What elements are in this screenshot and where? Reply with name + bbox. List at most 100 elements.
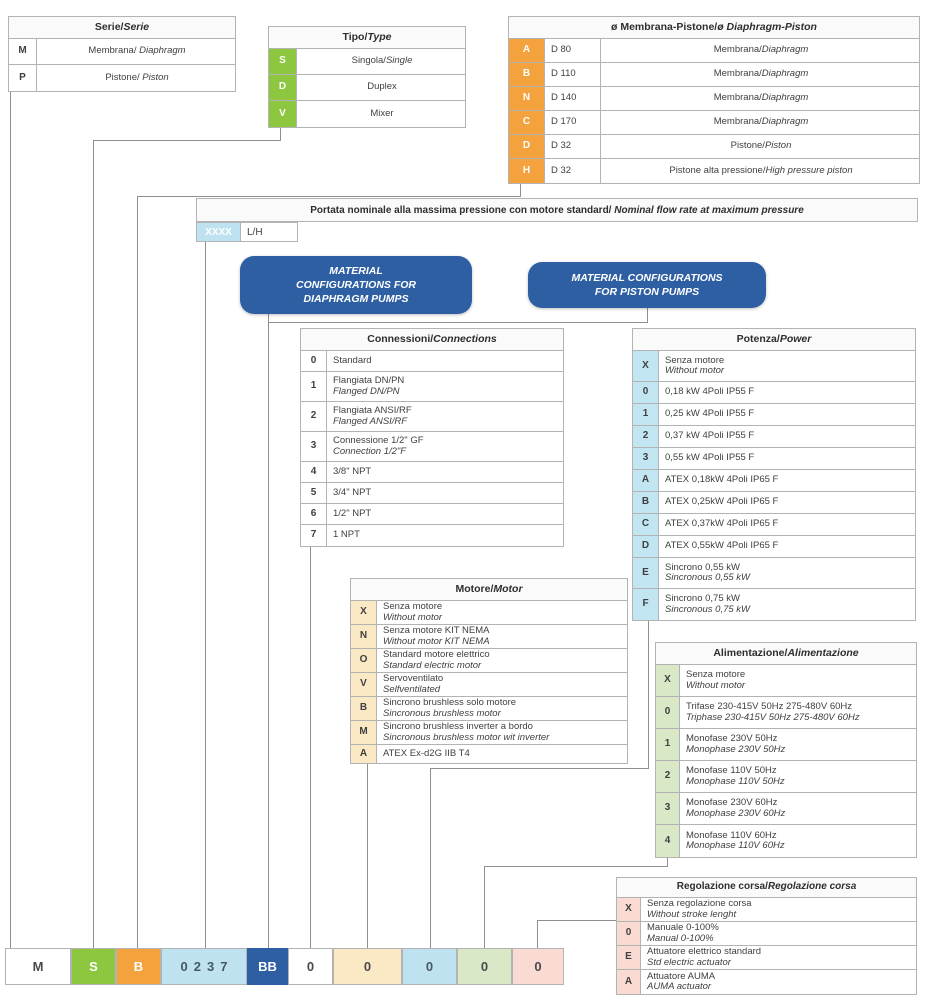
row-label-italian: Duplex xyxy=(367,81,397,93)
code-cell-serie: M xyxy=(5,948,71,985)
row-label-cell: Membrana/Diaphragm xyxy=(601,63,919,86)
row-label-italian: Sincrono 0,55 kW xyxy=(665,561,740,573)
flow-rate-code-row: XXXX L/H xyxy=(196,222,298,242)
connections-table-title: Connessioni/Connections xyxy=(301,329,563,351)
serie-table-rows: M Membrana/ Diaphragm P Pistone/ Piston xyxy=(9,39,235,91)
row-label-italian: Senza motore xyxy=(686,669,746,680)
code-cell-potenza: 0 xyxy=(402,948,457,985)
stroke-adjustment-table: Regolazione corsa/Regolazione corsa X Se… xyxy=(616,877,917,995)
row-diameter-cell: D 32 xyxy=(545,159,601,183)
row-label-english: Without motor KIT NEMA xyxy=(383,635,490,647)
row-code-cell: C xyxy=(633,514,659,535)
row-label-cell: Sincrono brushless inverter a bordo Sinc… xyxy=(377,721,627,744)
row-code-cell: 2 xyxy=(656,761,680,792)
title-italian: Tipo/ xyxy=(342,31,368,44)
row-label-italian: Trifase 230-415V 50Hz 275-480V 60Hz xyxy=(686,701,852,712)
row-code-cell: 1 xyxy=(301,372,327,401)
row-label-italian: 1/2" NPT xyxy=(333,507,372,519)
title-english: Motor xyxy=(493,583,523,596)
row-label-italian: Attuatore AUMA xyxy=(647,970,716,982)
table-row: V Mixer xyxy=(269,101,465,127)
row-label-italian: Flangiata ANSI/RF xyxy=(333,405,412,416)
banner-english: Nominal flow rate at maximum pressure xyxy=(611,204,804,216)
row-label-cell: 0,55 kW 4Poli IP55 F xyxy=(659,448,915,469)
row-label-cell: Senza motore KIT NEMA Without motor KIT … xyxy=(377,625,627,648)
row-code-cell: B xyxy=(351,697,377,720)
row-code-cell: V xyxy=(269,101,297,127)
table-row: A ATEX Ex-d2G IIB T4 xyxy=(351,745,627,763)
row-code-cell: E xyxy=(617,946,641,969)
row-label-cell: Senza regolazione corsa Without stroke l… xyxy=(641,898,916,921)
row-label-italian: 0,25 kW 4Poli IP55 F xyxy=(665,408,755,420)
row-label-italian: Membrana/ xyxy=(713,68,762,80)
table-row: D Duplex xyxy=(269,75,465,101)
motor-table-rows: X Senza motore Without motor N Senza mot… xyxy=(351,601,627,763)
row-label-english: High pressure piston xyxy=(765,164,853,176)
row-label-italian: Sincrono brushless inverter a bordo xyxy=(383,721,533,732)
row-code-cell: X xyxy=(351,601,377,624)
title-italian: Potenza/ xyxy=(736,333,780,346)
row-label-english: Monophase 230V 50Hz xyxy=(686,743,786,755)
row-code-cell: D xyxy=(509,135,545,158)
table-row: 1 Flangiata DN/PN Flanged DN/PN xyxy=(301,372,563,402)
row-code-cell: 2 xyxy=(301,402,327,431)
row-code-cell: B xyxy=(633,492,659,513)
title-italian: Motore/ xyxy=(455,583,494,596)
row-label-english: Flanged ANSI/RF xyxy=(333,415,408,427)
row-label-cell: 0,18 kW 4Poli IP55 F xyxy=(659,382,915,403)
material-configurations-piston-button[interactable]: MATERIAL CONFIGURATIONS FOR PISTON PUMPS xyxy=(528,262,766,308)
row-diameter-cell: D 170 xyxy=(545,111,601,134)
row-label-italian: Monofase 110V 60Hz xyxy=(686,829,777,841)
table-row: M Sincrono brushless inverter a bordo Si… xyxy=(351,721,627,745)
table-row: 3 0,55 kW 4Poli IP55 F xyxy=(633,448,915,470)
row-label-italian: Servoventilato xyxy=(383,673,444,684)
code-cell-connessioni: 0 xyxy=(288,948,333,985)
title-english: Power xyxy=(779,333,812,346)
row-label-italian: ATEX 0,55kW 4Poli IP65 F xyxy=(665,540,779,552)
serie-table: Serie/Serie M Membrana/ Diaphragm P Pist… xyxy=(8,16,236,92)
power-table-rows: X Senza motore Without motor 0 0,18 kW 4… xyxy=(633,351,915,620)
row-label-italian: Connessione 1/2" GF xyxy=(333,435,424,446)
row-label-italian: ATEX 0,25kW 4Poli IP65 F xyxy=(665,496,779,508)
material-configurations-diaphragm-button[interactable]: MATERIAL CONFIGURATIONS FOR DIAPHRAGM PU… xyxy=(240,256,472,314)
row-label-italian: Senza motore xyxy=(383,601,443,612)
row-label-english: AUMA actuator xyxy=(647,981,712,992)
table-row: 4 Monofase 110V 60Hz Monophase 110V 60Hz xyxy=(656,825,916,857)
row-label-italian: 3/4" NPT xyxy=(333,486,372,498)
table-row: X Senza motore Without motor xyxy=(351,601,627,625)
row-label-english: Flanged DN/PN xyxy=(333,385,400,397)
table-row: B ATEX 0,25kW 4Poli IP65 F xyxy=(633,492,915,514)
tipo-table: Tipo/Type S Singola/Single D Duplex V Mi… xyxy=(268,26,466,128)
row-label-italian: Senza motore xyxy=(665,354,725,366)
connector-line xyxy=(430,768,431,948)
table-row: X Senza motore Without motor xyxy=(656,665,916,697)
row-code-cell: 4 xyxy=(301,462,327,482)
table-row: B D 110 Membrana/Diaphragm xyxy=(509,63,919,87)
row-code-cell: 5 xyxy=(301,483,327,503)
row-label-english: Diaphragm xyxy=(761,44,809,56)
table-row: 0 0,18 kW 4Poli IP55 F xyxy=(633,382,915,404)
row-label-cell: Servoventilato Selfventilated xyxy=(377,673,627,696)
row-label-italian: 0,55 kW 4Poli IP55 F xyxy=(665,452,755,464)
connector-line xyxy=(367,754,368,948)
row-label-cell: Flangiata ANSI/RF Flanged ANSI/RF xyxy=(327,402,563,431)
row-label-italian: Monofase 230V 50Hz xyxy=(686,733,778,744)
connector-line xyxy=(520,176,521,196)
row-label-cell: Senza motore Without motor xyxy=(680,665,916,696)
row-code-cell: N xyxy=(351,625,377,648)
row-code-cell: 0 xyxy=(617,922,641,945)
row-label-english: Diaphragm xyxy=(761,68,809,80)
row-label-english: Triphase 230-415V 50Hz 275-480V 60Hz xyxy=(686,711,860,723)
connector-line xyxy=(647,304,648,322)
row-code-cell: V xyxy=(351,673,377,696)
connector-line xyxy=(648,612,649,768)
power-supply-table: Alimentazione/Alimentazione X Senza moto… xyxy=(655,642,917,858)
row-label-italian: 3/8" NPT xyxy=(333,465,372,477)
row-label-cell: Mixer xyxy=(297,101,465,127)
connector-line xyxy=(268,322,648,323)
row-label-english: Standard electric motor xyxy=(383,659,482,671)
row-label-english: Manual 0-100% xyxy=(647,932,714,944)
row-label-italian: Pistone/ xyxy=(105,71,140,83)
table-row: 2 Monofase 110V 50Hz Monophase 110V 50Hz xyxy=(656,761,916,793)
table-row: D D 32 Pistone/Piston xyxy=(509,135,919,159)
